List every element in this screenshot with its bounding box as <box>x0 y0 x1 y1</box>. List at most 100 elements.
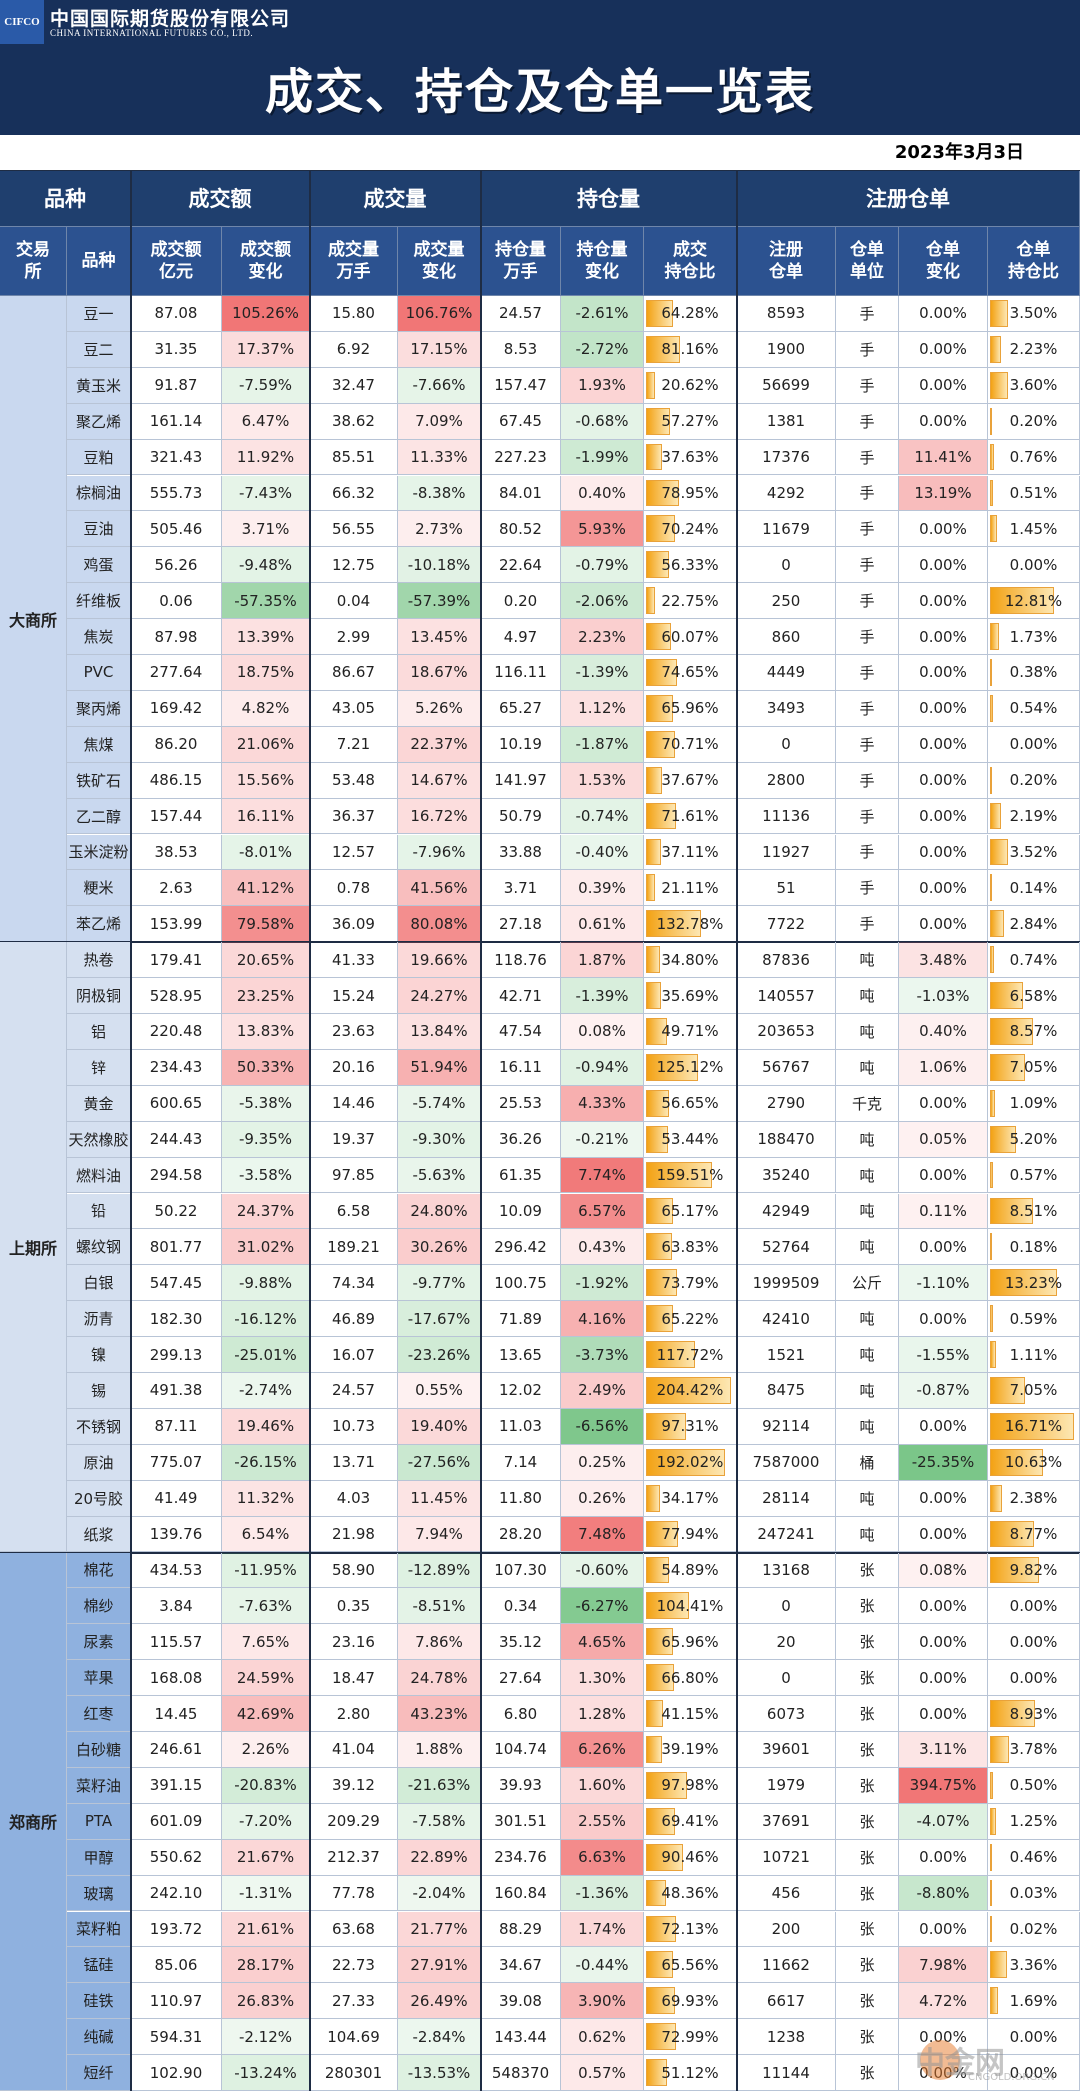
cell-text: 0.00% <box>919 878 967 897</box>
ratio-bar <box>990 1556 1040 1584</box>
cell-text: -25.35% <box>911 1453 975 1472</box>
data-cell: 601.09 <box>131 1803 222 1840</box>
cell-text: 硅铁 <box>83 1992 114 2011</box>
group-header: 持仓量 <box>481 170 737 227</box>
variety-cell: 白砂糖 <box>67 1732 131 1768</box>
cell-text: 手 <box>859 807 875 826</box>
cell-text: 39.08 <box>499 1991 542 2010</box>
cell-text: 吨 <box>859 1525 875 1544</box>
column-header-text: 仓单 <box>1016 240 1051 260</box>
cell-text: 17.37% <box>236 340 295 359</box>
ratio-bar <box>646 874 655 902</box>
cell-text: 手 <box>859 340 875 359</box>
data-cell: 67.45 <box>481 403 561 440</box>
cell-text: 14.67% <box>410 771 468 790</box>
data-cell: 97.98% <box>644 1767 737 1804</box>
data-cell: 77.78 <box>310 1875 398 1912</box>
cell-text: 1.88% <box>415 1740 463 1759</box>
cell-text: -2.04% <box>412 1884 466 1903</box>
data-cell: 手 <box>836 403 899 440</box>
cell-text: 117.72% <box>656 1345 724 1364</box>
exchange-name: 上期所 <box>8 1238 57 1258</box>
data-cell: 3493 <box>737 690 836 727</box>
cell-text: 桶 <box>859 1453 875 1472</box>
cell-text: 0.00% <box>919 1094 967 1113</box>
cell-text: -16.12% <box>234 1309 297 1328</box>
group-header: 成交额 <box>131 170 310 227</box>
data-cell: 0.00% <box>988 1624 1080 1661</box>
cell-text: 11.41% <box>914 448 972 467</box>
cell-text: 204.42% <box>656 1381 724 1400</box>
data-cell: 247241 <box>737 1516 836 1553</box>
cell-text: 12.02 <box>499 1381 542 1400</box>
data-cell: 0.40% <box>899 1014 988 1050</box>
column-header-text: 亿元 <box>159 262 193 282</box>
cell-text: 手 <box>859 448 875 467</box>
cell-text: -1.36% <box>575 1884 629 1903</box>
variety-cell: 硅铁 <box>67 1983 131 2020</box>
cell-text: 3493 <box>766 699 806 718</box>
ratio-bar <box>646 371 655 399</box>
ratio-bar <box>646 1018 667 1045</box>
cell-text: -7.66% <box>412 376 466 395</box>
data-cell: 212.37 <box>310 1839 398 1876</box>
cell-text: 70.24% <box>661 519 719 538</box>
cell-text: -1.92% <box>575 1273 629 1292</box>
cell-text: -9.30% <box>412 1130 466 1149</box>
data-cell: 0.00% <box>899 870 988 907</box>
data-cell: 4.65% <box>561 1624 644 1661</box>
cell-text: 0.00% <box>919 519 967 538</box>
data-cell: -2.06% <box>561 583 644 620</box>
cell-text: 0.00% <box>1009 735 1058 754</box>
cell-text: 0.00% <box>919 1417 967 1436</box>
cell-text: 0.35 <box>336 1596 371 1615</box>
data-cell: 0.00% <box>988 726 1080 763</box>
data-cell: 33.88 <box>481 834 561 871</box>
data-cell: 张 <box>836 1588 899 1625</box>
cell-text: 18.67% <box>410 663 468 682</box>
ratio-bar <box>990 659 992 686</box>
cell-text: 沥青 <box>83 1310 114 1329</box>
column-header: 成交量 变化 <box>398 227 481 296</box>
data-cell: 106.76% <box>398 296 481 332</box>
ratio-bar <box>990 1951 1007 1979</box>
data-cell: 139.76 <box>131 1516 222 1553</box>
cell-text: 394.75% <box>909 1776 977 1795</box>
cell-text: 7.94% <box>415 1525 463 1544</box>
cell-text: 7.48% <box>578 1525 626 1544</box>
data-cell: 41.04 <box>310 1732 398 1768</box>
cell-text: 阴极铜 <box>75 987 121 1006</box>
variety-cell: 聚丙烯 <box>67 690 131 727</box>
cell-text: 88.29 <box>499 1919 542 1938</box>
data-cell: 1.12% <box>561 690 644 727</box>
data-cell: 234.76 <box>481 1839 561 1876</box>
data-cell: 53.44% <box>644 1121 737 1158</box>
watermark-site: CNGOLD.ORG.CN <box>968 2072 1055 2083</box>
data-cell: 56.26 <box>131 547 222 584</box>
cell-text: 57.27% <box>661 412 719 431</box>
cell-text: 16.71% <box>1004 1417 1063 1436</box>
cell-text: 0.02% <box>1009 1919 1058 1938</box>
ratio-bar <box>646 1377 731 1404</box>
data-cell: 0.00% <box>988 1660 1080 1697</box>
data-cell: 11.41% <box>899 439 988 476</box>
cell-text: 张 <box>859 1633 875 1652</box>
data-cell: 18.47 <box>310 1660 398 1697</box>
data-cell: 42949 <box>737 1193 836 1230</box>
data-cell: 87.08 <box>131 296 222 332</box>
cell-text: 548370 <box>491 2063 550 2082</box>
data-cell: 56699 <box>737 367 836 404</box>
data-cell: 132.78% <box>644 906 737 943</box>
ratio-bar <box>990 1197 1033 1225</box>
data-cell: 0.00% <box>899 1157 988 1194</box>
variety-cell: 棉花 <box>67 1552 131 1589</box>
cell-text: 0.76% <box>1009 448 1058 467</box>
cell-text: 6.92 <box>336 340 371 359</box>
cell-text: -20.83% <box>234 1776 297 1795</box>
data-cell: 张 <box>836 2019 899 2056</box>
cell-text: -7.96% <box>412 842 466 861</box>
data-cell: 0 <box>737 1660 836 1697</box>
cell-text: 4.97 <box>503 627 538 646</box>
data-cell: 5.20% <box>988 1121 1080 1158</box>
data-cell: 81.16% <box>644 331 737 368</box>
